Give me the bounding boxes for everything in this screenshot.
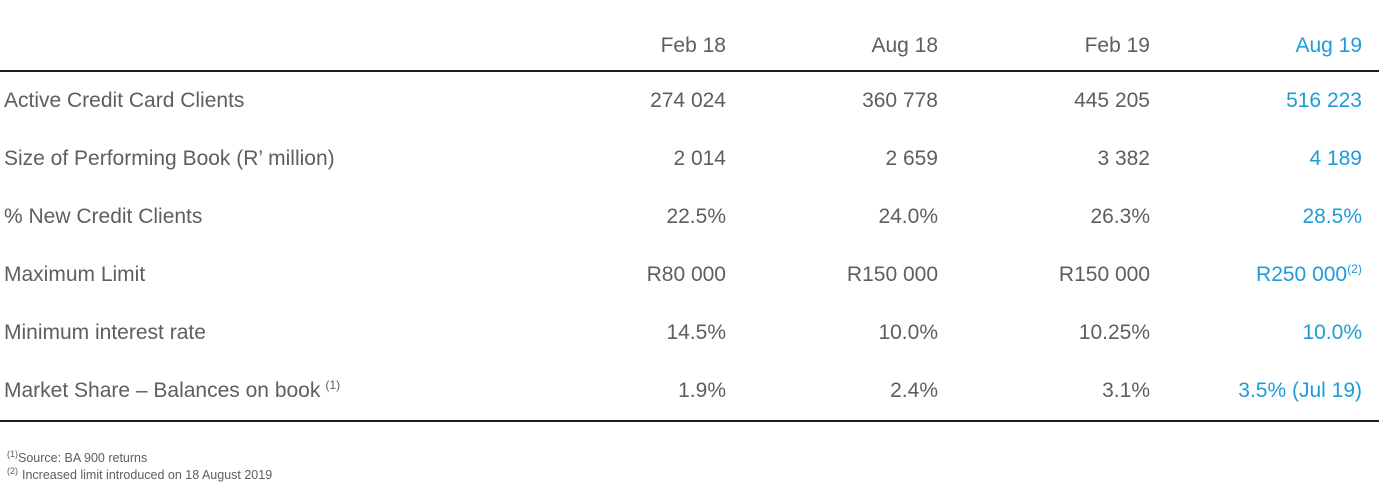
table-cell: 28.5%	[1302, 205, 1362, 229]
row-label: % New Credit Clients	[4, 205, 203, 229]
row-label: Maximum Limit	[4, 263, 146, 287]
table-cell: 2 659	[885, 147, 938, 171]
table-row-active-clients: Active Credit Card Clients 274 024 360 7…	[4, 72, 1362, 130]
footnote-marker-2: (2)	[1347, 262, 1362, 277]
table-cell: 10.0%	[1302, 321, 1362, 345]
table-cell: R250 000(2)	[1150, 262, 1362, 287]
footnote-increased-limit: (2) Increased limit introduced on 18 Augu…	[7, 467, 1379, 484]
table-header-row: Feb 18 Aug 18 Feb 19 Aug 19	[4, 0, 1362, 70]
row-label: Size of Performing Book (R’ million)	[4, 147, 335, 171]
column-header-aug-18: Aug 18	[871, 33, 938, 57]
table-bottom-rule	[0, 420, 1379, 422]
row-label: Market Share – Balances on book (1)	[4, 378, 514, 403]
table-cell: 26.3%	[1090, 205, 1150, 229]
row-label-text: Market Share – Balances on book	[4, 379, 321, 403]
table-row-performing-book: Size of Performing Book (R’ million) 2 0…	[4, 130, 1362, 188]
header-spacer	[4, 58, 514, 70]
table-cell: R80 000	[646, 263, 726, 287]
column-header-feb-18: Feb 18	[660, 33, 726, 57]
table-cell: 10.0%	[878, 321, 938, 345]
table-cell: 2 014	[673, 147, 726, 171]
row-label: Active Credit Card Clients	[4, 89, 245, 113]
column-header-feb-19: Feb 19	[1084, 33, 1150, 57]
table-cell: R150 000	[846, 263, 938, 287]
footnote-text: Increased limit introduced on 18 August …	[22, 468, 273, 483]
footnote-sup-1: (1)	[7, 448, 18, 459]
footnote-text: Source: BA 900 returns	[18, 451, 148, 465]
table-row-market-share: Market Share – Balances on book (1) 1.9% …	[4, 362, 1362, 420]
footnotes: (1)Source: BA 900 returns (2) Increased l…	[0, 448, 1379, 485]
table-cell: 445 205	[1074, 89, 1150, 113]
table-cell: 4 189	[1309, 147, 1362, 171]
table-cell: 2.4%	[890, 379, 938, 403]
table-row-minimum-interest-rate: Minimum interest rate 14.5% 10.0% 10.25%…	[4, 304, 1362, 362]
footnote-source: (1)Source: BA 900 returns	[7, 448, 1379, 467]
row-label: Minimum interest rate	[4, 321, 206, 345]
column-header-aug-19: Aug 19	[1295, 33, 1362, 57]
table-cell: R150 000	[1058, 263, 1150, 287]
table-cell: 274 024	[650, 89, 726, 113]
table-cell: 14.5%	[666, 321, 726, 345]
table-top-rule	[0, 70, 1379, 72]
table-cell: 360 778	[862, 89, 938, 113]
footnote-sup-2: (2)	[7, 466, 18, 477]
table-cell: 22.5%	[666, 205, 726, 229]
table-cell: 10.25%	[1078, 321, 1150, 345]
table-row-maximum-limit: Maximum Limit R80 000 R150 000 R150 000 …	[4, 246, 1362, 304]
table-cell: 516 223	[1286, 89, 1362, 113]
cell-value: R250 000	[1256, 263, 1348, 287]
credit-card-metrics-table: Feb 18 Aug 18 Feb 19 Aug 19 Active Credi…	[0, 0, 1379, 422]
table-cell: 3 382	[1097, 147, 1150, 171]
table-cell: 24.0%	[878, 205, 938, 229]
footnote-marker-1: (1)	[325, 378, 341, 393]
table-cell: 3.1%	[1102, 379, 1150, 403]
table-row-new-credit-clients: % New Credit Clients 22.5% 24.0% 26.3% 2…	[4, 188, 1362, 246]
table-cell: 1.9%	[678, 379, 726, 403]
table-cell: 3.5% (Jul 19)	[1238, 379, 1362, 403]
